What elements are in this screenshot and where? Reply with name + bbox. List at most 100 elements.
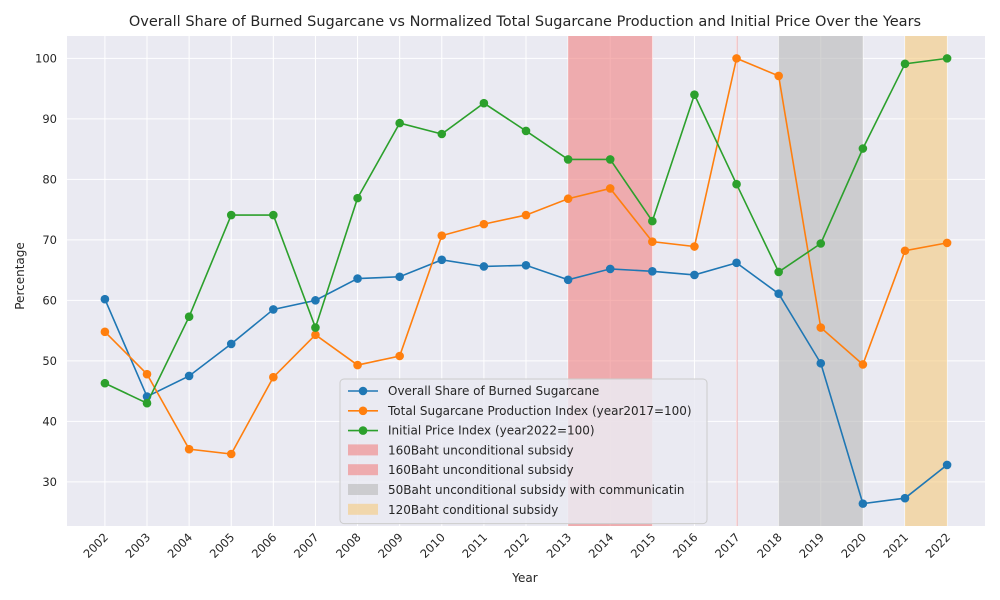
data-point	[521, 210, 531, 220]
data-point	[816, 358, 826, 368]
data-point	[521, 126, 531, 136]
data-point	[437, 231, 447, 240]
y-tick-label: 80	[42, 172, 57, 186]
x-tick-label: 2010	[417, 530, 448, 561]
data-point	[690, 242, 699, 251]
x-tick-label: 2021	[881, 530, 912, 561]
x-tick-label: 2002	[80, 530, 111, 561]
data-point	[269, 305, 278, 314]
x-tick-label: 2009	[375, 530, 406, 561]
data-point	[942, 238, 952, 248]
legend-label: Initial Price Index (year2022=100)	[388, 424, 595, 438]
data-point	[353, 193, 362, 203]
data-point	[648, 267, 657, 276]
x-tick-label: 2013	[544, 530, 575, 561]
x-tick-label: 2008	[333, 530, 364, 561]
x-tick-label: 2003	[123, 530, 154, 561]
data-point	[395, 118, 404, 128]
data-point	[858, 499, 868, 508]
data-point	[900, 246, 910, 256]
data-point	[311, 330, 320, 340]
data-point	[100, 327, 110, 337]
x-tick-label: 2019	[796, 530, 827, 561]
y-tick-label: 90	[42, 112, 57, 126]
legend-patch-swatch	[348, 484, 378, 495]
data-point	[900, 493, 910, 503]
legend-patch-swatch	[348, 464, 378, 476]
data-point	[269, 372, 278, 382]
data-point	[648, 216, 657, 226]
data-point	[774, 267, 783, 277]
legend-marker	[358, 386, 368, 396]
data-point	[732, 179, 741, 189]
legend-marker	[358, 406, 368, 416]
x-tick-label: 2015	[628, 530, 659, 561]
data-point	[563, 155, 573, 164]
data-point	[479, 219, 489, 229]
y-tick-label: 30	[42, 475, 57, 489]
x-tick-label: 2020	[838, 530, 869, 561]
x-tick-label: 2014	[586, 530, 617, 561]
data-point	[690, 90, 699, 99]
data-point	[437, 255, 447, 265]
legend-label: 160Baht unconditional subsidy	[388, 463, 574, 477]
x-tick-label: 2022	[923, 530, 954, 561]
data-point	[311, 323, 320, 332]
legend-patch-swatch	[348, 444, 378, 456]
data-point	[816, 323, 826, 332]
data-point	[353, 360, 362, 370]
legend-box	[339, 378, 708, 525]
legend-label: Total Sugarcane Production Index (year20…	[387, 404, 692, 418]
data-point	[732, 54, 741, 63]
y-tick-label: 60	[42, 293, 57, 307]
shaded-span	[904, 36, 948, 526]
data-point	[437, 129, 447, 139]
x-tick-label: 2017	[712, 530, 743, 561]
data-point	[732, 258, 741, 268]
x-tick-label: 2016	[670, 530, 701, 561]
y-axis-title: Percentage	[13, 242, 27, 310]
data-point	[648, 237, 657, 246]
data-point	[900, 59, 910, 69]
y-tick-label: 100	[35, 51, 57, 65]
data-point	[100, 294, 110, 304]
data-point	[942, 54, 952, 63]
y-tick-label: 70	[42, 233, 57, 247]
y-tick-label: 40	[42, 414, 57, 428]
series-lines	[100, 54, 952, 508]
data-point	[605, 155, 615, 164]
data-point	[942, 460, 952, 470]
data-point	[858, 144, 868, 153]
x-tick-label: 2005	[207, 530, 238, 561]
x-tick-label: 2012	[502, 530, 533, 561]
shaded-span	[778, 36, 863, 526]
data-point	[816, 239, 826, 248]
data-point	[184, 444, 194, 454]
legend-label: 160Baht unconditional subsidy	[388, 443, 574, 457]
data-point	[142, 398, 152, 408]
data-point	[858, 360, 868, 369]
x-axis-title: Year	[511, 571, 537, 585]
data-point	[226, 210, 236, 220]
data-point	[605, 264, 615, 274]
data-point	[184, 371, 194, 381]
data-point	[226, 339, 236, 349]
data-point	[226, 449, 236, 459]
data-point	[521, 260, 531, 270]
data-point	[353, 274, 362, 283]
data-point	[395, 351, 404, 361]
legend-patch-swatch	[348, 503, 378, 515]
legend-label: Overall Share of Burned Sugarcane	[388, 384, 599, 398]
legend-label: 50Baht unconditional subsidy with commun…	[388, 483, 685, 497]
legend: Overall Share of Burned Sugarcane Total S…	[339, 378, 708, 525]
data-point	[142, 369, 152, 379]
data-point	[479, 262, 489, 271]
data-point	[690, 270, 699, 280]
legend-marker	[358, 426, 368, 435]
chart-title: Overall Share of Burned Sugarcane vs Nor…	[129, 14, 921, 30]
x-tick-label: 2007	[291, 530, 322, 561]
data-point	[605, 184, 615, 193]
x-tick-label: 2018	[754, 530, 785, 561]
